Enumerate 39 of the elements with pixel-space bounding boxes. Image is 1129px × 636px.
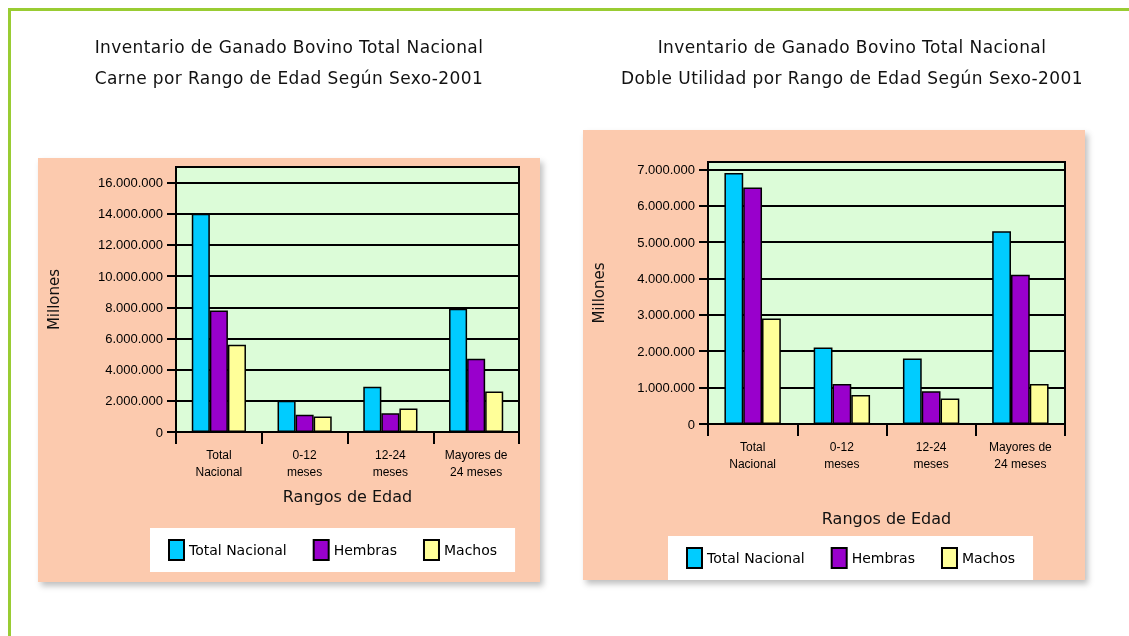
x-tick-label: Total Nacional: [729, 439, 776, 471]
y-tick-label: 12.000.000: [97, 237, 163, 253]
y-tick-label: 6.000.000: [637, 198, 695, 214]
y-tick-label: 0: [687, 416, 695, 432]
y-tick-label: 6.000.000: [105, 330, 163, 346]
chart-subtitle: Doble Utilidad por Rango de Edad Según Sexo-2001: [620, 67, 1084, 90]
y-tick-label: 1.000.000: [637, 380, 695, 396]
x-tick-label: 12-24 meses: [913, 439, 949, 471]
legend-label: Hembras: [333, 542, 397, 558]
chart-subtitle: Carne por Rango de Edad Según Sexo-2001: [93, 67, 485, 90]
y-axis-title: Millones: [44, 268, 63, 331]
y-axis-title: Millones: [589, 262, 608, 324]
y-tick-label: 7.000.000: [637, 161, 695, 177]
y-tick-label: 3.000.000: [637, 307, 695, 323]
x-tick-label: Mayores de 24 meses: [444, 447, 508, 479]
x-tick-label: Total Nacional: [195, 447, 243, 479]
y-tick-label: 2.000.000: [105, 393, 163, 409]
legend-label: Hembras: [851, 550, 915, 566]
y-tick-label: 14.000.000: [97, 206, 163, 222]
legend-label: Total Nacional: [188, 542, 287, 558]
legend-label: Total Nacional: [706, 550, 805, 566]
x-tick-label: 0-12 meses: [824, 439, 860, 471]
y-tick-label: 2.000.000: [637, 343, 695, 359]
y-tick-label: 8.000.000: [105, 299, 163, 315]
legend-label: Machos: [443, 542, 498, 558]
chart-title: Inventario de Ganado Bovino Total Nacional: [656, 36, 1048, 59]
y-tick-label: 16.000.000: [97, 175, 163, 191]
y-tick-label: 5.000.000: [637, 234, 695, 250]
legend-label: Machos: [961, 550, 1016, 566]
x-axis-title: Rangos de Edad: [282, 486, 413, 506]
x-tick-label: 0-12 meses: [286, 447, 323, 479]
y-tick-label: 4.000.000: [637, 270, 695, 286]
y-tick-label: 0: [155, 424, 163, 440]
y-tick-label: 4.000.000: [105, 362, 163, 378]
y-tick-label: 10.000.000: [97, 268, 163, 284]
x-axis-title: Rangos de Edad: [821, 508, 952, 528]
x-tick-label: Mayores de 24 meses: [989, 439, 1053, 471]
chart-title: Inventario de Ganado Bovino Total Nacional: [93, 36, 485, 59]
x-tick-label: 12-24 meses: [372, 447, 409, 479]
